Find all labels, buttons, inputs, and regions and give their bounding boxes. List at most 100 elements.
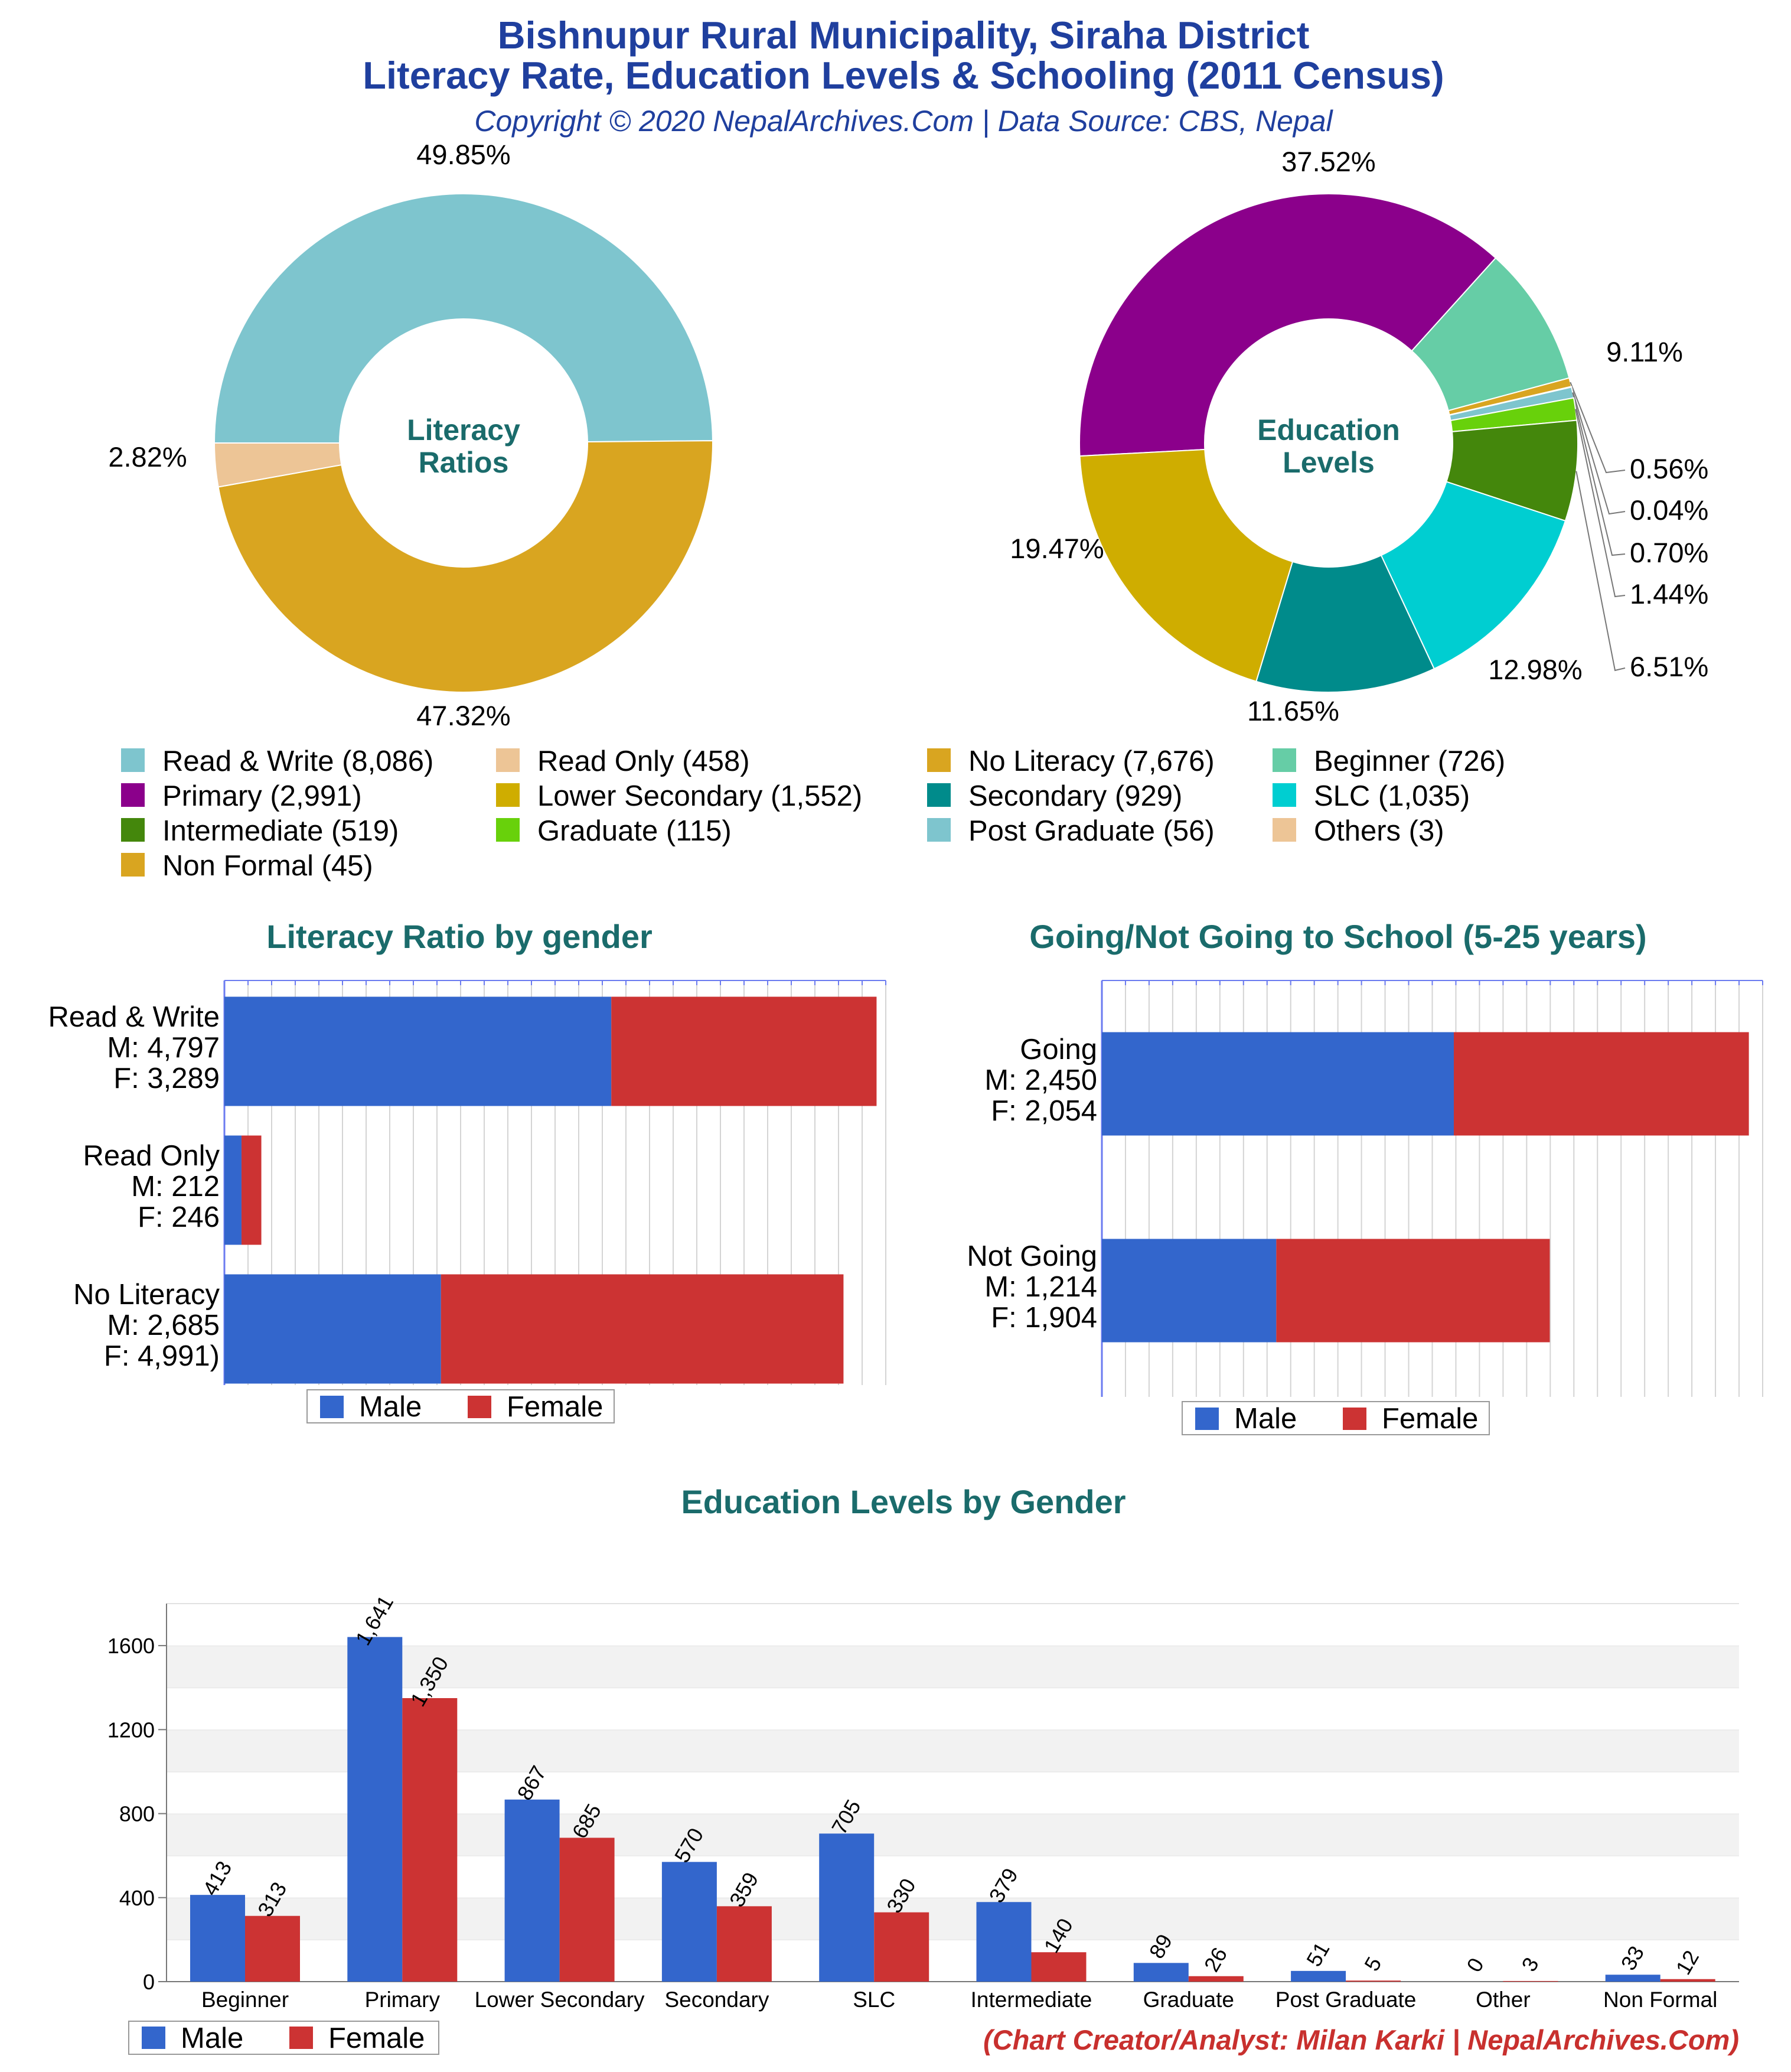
category-label: F: 246 bbox=[138, 1201, 220, 1233]
education-gender-title: Education Levels by Gender bbox=[681, 1483, 1126, 1520]
percent-label: 37.52% bbox=[1281, 146, 1375, 177]
category-label: M: 212 bbox=[131, 1171, 220, 1203]
legend-swatch-female bbox=[289, 2027, 313, 2049]
bar-female bbox=[1503, 1980, 1558, 1982]
legend-label: SLC (1,035) bbox=[1314, 780, 1470, 812]
y-tick-label: 1600 bbox=[107, 1634, 155, 1658]
bar-male bbox=[347, 1637, 403, 1982]
category-label: Read & Write bbox=[48, 1001, 220, 1033]
bar-male bbox=[1291, 1970, 1346, 1982]
legend-swatch bbox=[1273, 748, 1296, 772]
bar-male bbox=[224, 996, 612, 1106]
legend-swatch-female bbox=[1343, 1408, 1366, 1430]
x-category-label: Graduate bbox=[1143, 1988, 1234, 2012]
donut-slice-no-literacy bbox=[217, 440, 713, 693]
category-label: Going bbox=[1020, 1034, 1097, 1066]
legend-label: Beginner (726) bbox=[1314, 745, 1505, 777]
bar-male bbox=[190, 1895, 245, 1982]
bar-male bbox=[504, 1799, 560, 1982]
legend-swatch-male bbox=[320, 1396, 344, 1418]
percent-label: 11.65% bbox=[1247, 695, 1339, 726]
literacy-gender-title: Literacy Ratio by gender bbox=[266, 918, 653, 955]
bar-female bbox=[1346, 1980, 1401, 1982]
x-category-label: Lower Secondary bbox=[475, 1988, 645, 2012]
school-title: Going/Not Going to School (5-25 years) bbox=[1029, 918, 1646, 955]
donut-legend: Read & Write (8,086) Read Only (458) No Li… bbox=[121, 745, 1505, 882]
percent-label: 47.32% bbox=[416, 700, 510, 731]
bar-male bbox=[1605, 1975, 1660, 1982]
legend-label: No Literacy (7,676) bbox=[968, 745, 1215, 777]
legend-swatch bbox=[121, 748, 145, 772]
bar-female bbox=[441, 1274, 844, 1384]
bar-female bbox=[402, 1698, 458, 1982]
legend-label-male: Male bbox=[1234, 1403, 1297, 1435]
donut-slice-slc bbox=[1380, 481, 1567, 670]
legend-swatch-male bbox=[1195, 1408, 1219, 1430]
bar-female bbox=[241, 1135, 262, 1245]
donut-slice-beginner bbox=[1411, 257, 1570, 412]
bar-male bbox=[976, 1902, 1032, 1982]
legend-label-male: Male bbox=[181, 2022, 243, 2054]
donut-slice-read-write bbox=[213, 193, 713, 444]
gender-legend-box bbox=[1182, 1401, 1490, 1435]
legend-swatch bbox=[121, 783, 145, 807]
percent-label: 1.44% bbox=[1630, 578, 1708, 610]
x-category-label: Beginner bbox=[201, 1988, 289, 2012]
legend-label: Graduate (115) bbox=[537, 815, 732, 847]
legend-swatch bbox=[496, 748, 520, 772]
gender-legend-box bbox=[306, 1389, 615, 1423]
legend-swatch bbox=[121, 853, 145, 877]
donut-center-label: Education bbox=[1257, 413, 1400, 447]
x-category-label: Secondary bbox=[664, 1988, 769, 2012]
credit-text: (Chart Creator/Analyst: Milan Karki | Ne… bbox=[983, 2024, 1739, 2055]
leader-line bbox=[1572, 392, 1626, 556]
category-label: M: 1,214 bbox=[984, 1271, 1097, 1303]
leader-line bbox=[1570, 382, 1626, 474]
legend-label: Secondary (929) bbox=[968, 780, 1182, 812]
legend-label: Post Graduate (56) bbox=[968, 815, 1215, 847]
y-tick-label: 1200 bbox=[107, 1718, 155, 1742]
y-tick-label: 800 bbox=[119, 1802, 155, 1826]
legend-swatch bbox=[927, 783, 951, 807]
bar-female bbox=[1276, 1239, 1550, 1343]
bar-female bbox=[245, 1915, 300, 1982]
main-title-line2: Literacy Rate, Education Levels & School… bbox=[363, 54, 1444, 97]
x-category-label: SLC bbox=[853, 1988, 895, 2012]
legend-swatch bbox=[927, 818, 951, 842]
legend-label: Read Only (458) bbox=[537, 745, 750, 777]
grid-band bbox=[167, 1646, 1739, 1688]
education-levels-donut: 37.52% 9.11% 0.56% 0.04% 0.70% 1.44% 6.51% 12.9… bbox=[1010, 146, 1708, 726]
category-label: M: 2,685 bbox=[107, 1309, 220, 1341]
bar-male bbox=[1102, 1032, 1454, 1136]
bar-male bbox=[1133, 1963, 1189, 1982]
category-label: M: 4,797 bbox=[107, 1032, 220, 1064]
legend-swatch bbox=[121, 818, 145, 842]
percent-label: 19.47% bbox=[1010, 533, 1104, 564]
donut-slice-read-only bbox=[213, 442, 342, 488]
legend-label-female: Female bbox=[328, 2022, 425, 2054]
percent-label: 0.70% bbox=[1630, 537, 1708, 568]
legend-swatch-female bbox=[468, 1396, 491, 1418]
percent-label: 0.56% bbox=[1630, 453, 1708, 484]
grid-band bbox=[167, 1604, 1739, 1646]
legend-label-female: Female bbox=[1382, 1403, 1478, 1435]
legend-swatch bbox=[496, 783, 520, 807]
bar-male bbox=[661, 1862, 717, 1982]
legend-label: Intermediate (519) bbox=[162, 815, 399, 847]
donut-slice-lower-secondary bbox=[1079, 448, 1294, 683]
bar-female bbox=[716, 1906, 772, 1982]
category-label: M: 2,450 bbox=[984, 1064, 1097, 1096]
legend-swatch bbox=[1273, 783, 1296, 807]
leader-line bbox=[1575, 471, 1626, 672]
percent-label: 2.82% bbox=[108, 441, 187, 473]
leader-line bbox=[1571, 386, 1626, 515]
bar-male bbox=[224, 1274, 441, 1384]
x-category-label: Post Graduate bbox=[1275, 1988, 1417, 2012]
percent-label: 12.98% bbox=[1488, 654, 1582, 685]
leader-line bbox=[1575, 409, 1626, 598]
bar-male bbox=[224, 1135, 242, 1245]
percent-label: 49.85% bbox=[416, 139, 510, 170]
